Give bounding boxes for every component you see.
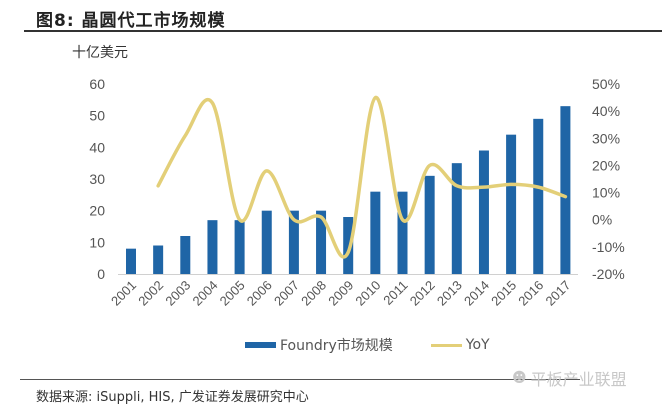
x-tick-label: 2011 bbox=[380, 278, 410, 308]
source-note: 数据来源: iSuppli, HIS, 广发证券发展研究中心 bbox=[36, 390, 309, 405]
bar-2014 bbox=[478, 150, 489, 274]
legend-bar-swatch bbox=[245, 342, 276, 348]
x-axis-ticks: 2001200220032004200520062007200820092010… bbox=[108, 278, 573, 309]
bar-2017 bbox=[560, 106, 571, 275]
x-tick-label: 2016 bbox=[515, 278, 546, 309]
bar-2003 bbox=[180, 236, 191, 274]
right-tick-label: 0% bbox=[592, 212, 612, 228]
right-tick-label: 40% bbox=[592, 103, 620, 119]
right-tick-label: 20% bbox=[592, 157, 620, 173]
left-tick-label: 10 bbox=[89, 234, 105, 250]
legend-label-foundry: Foundry市场规模 bbox=[280, 338, 393, 354]
legend-line-swatch bbox=[430, 343, 462, 347]
bar-2006 bbox=[261, 210, 272, 274]
yoy-line bbox=[156, 95, 568, 259]
x-tick-label: 2001 bbox=[108, 278, 139, 309]
x-tick-label: 2005 bbox=[217, 278, 248, 309]
x-tick-label: 2008 bbox=[298, 278, 329, 309]
left-tick-label: 60 bbox=[89, 76, 105, 92]
legend: Foundry市场规模 YoY bbox=[245, 335, 490, 355]
right-tick-label: -20% bbox=[592, 266, 625, 282]
bar-2002 bbox=[153, 245, 164, 274]
x-tick-label: 2010 bbox=[352, 278, 383, 309]
bar-2004 bbox=[207, 220, 218, 274]
right-tick-label: 30% bbox=[592, 130, 620, 146]
bar-series bbox=[126, 106, 571, 275]
source-divider bbox=[20, 379, 580, 380]
x-tick-label: 2014 bbox=[461, 278, 492, 309]
bar-2010 bbox=[370, 191, 381, 274]
bar-2009 bbox=[343, 217, 354, 274]
wechat-icon: ☻ bbox=[512, 370, 527, 386]
x-tick-label: 2002 bbox=[135, 278, 166, 309]
right-tick-label: 10% bbox=[592, 185, 620, 201]
right-axis-ticks: -20% -10% 0% 10% 20% 30% 40% 50% bbox=[592, 76, 625, 282]
bar-2001 bbox=[126, 248, 136, 274]
bar-2016 bbox=[533, 118, 544, 274]
right-tick-label: -10% bbox=[592, 239, 625, 255]
left-tick-label: 30 bbox=[89, 171, 105, 187]
x-tick-label: 2009 bbox=[325, 278, 356, 309]
left-tick-label: 40 bbox=[89, 139, 105, 155]
left-tick-label: 0 bbox=[97, 266, 105, 282]
x-tick-label: 2007 bbox=[271, 278, 302, 309]
x-tick-label: 2013 bbox=[434, 278, 465, 309]
bar-2011 bbox=[397, 191, 408, 274]
bar-2012 bbox=[424, 175, 435, 274]
left-tick-label: 20 bbox=[89, 203, 105, 219]
bar-2007 bbox=[288, 210, 299, 274]
bar-2005 bbox=[234, 220, 245, 274]
x-tick-label: 2012 bbox=[407, 278, 438, 309]
bar-2013 bbox=[451, 163, 462, 274]
bar-2015 bbox=[506, 134, 517, 274]
x-tick-label: 2006 bbox=[244, 278, 275, 309]
bar-2008 bbox=[316, 210, 327, 274]
watermark-text: 平板产业联盟 bbox=[530, 370, 627, 389]
left-axis-ticks: 0 10 20 30 40 50 60 bbox=[89, 76, 105, 282]
x-tick-label: 2004 bbox=[190, 278, 221, 309]
left-tick-label: 50 bbox=[89, 108, 105, 124]
right-tick-label: 50% bbox=[592, 76, 620, 92]
x-tick-label: 2017 bbox=[542, 278, 573, 309]
left-axis-unit-label: 十亿美元 bbox=[72, 45, 128, 61]
figure-title: 图8: 晶圆代工市场规模 bbox=[36, 11, 226, 31]
x-tick-label: 2015 bbox=[488, 278, 519, 309]
legend-label-yoy: YoY bbox=[465, 337, 490, 353]
title-divider bbox=[24, 30, 662, 32]
watermark: ☻ 平板产业联盟 bbox=[512, 366, 627, 390]
x-tick-label: 2003 bbox=[162, 278, 193, 309]
